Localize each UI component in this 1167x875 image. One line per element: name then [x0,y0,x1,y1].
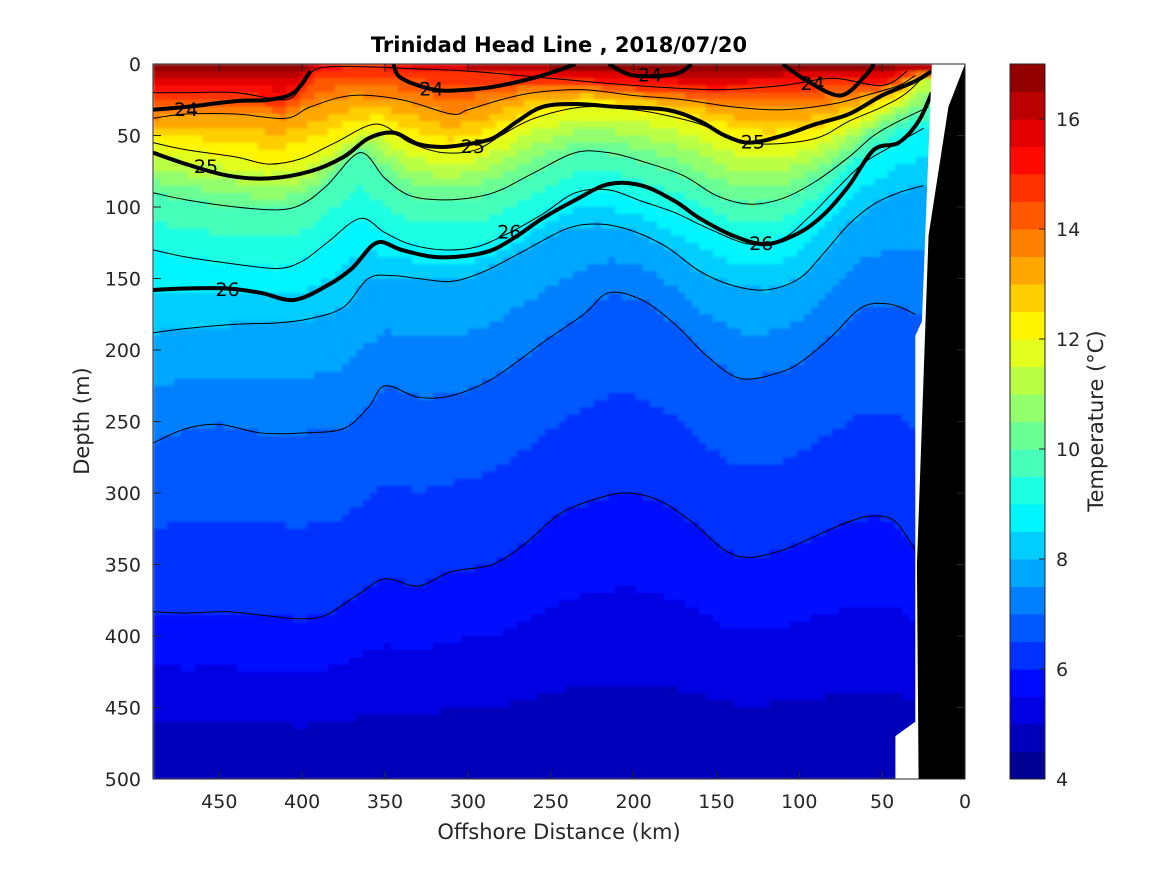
colorbar: 4 6 8 10 12 14 16 [1009,63,1080,791]
x-tick-label: 450 [201,791,237,813]
isotherm-line [153,492,916,620]
x-tick-label: 400 [284,791,320,813]
isotherm-line [153,70,929,165]
y-tick-label: 300 [105,483,141,505]
colorbar-tick-label: 10 [1056,439,1080,461]
colorbar-tick-label: 16 [1056,109,1080,131]
colorbar-band [1010,256,1045,285]
density-contour-line [153,69,933,181]
colorbar-band [1010,64,1045,92]
colorbar-band [1010,421,1045,450]
x-tick-label: 300 [450,791,486,813]
y-tick-label: 350 [105,555,141,577]
colorbar-band [1010,91,1045,120]
contour-label: 24 [638,64,662,86]
y-tick-label: 150 [105,269,141,291]
colorbar-band [1010,119,1045,147]
isotherm-line [153,75,916,120]
contour-label: 26 [749,233,773,255]
bottom-topography [916,64,965,779]
x-axis: 450 400 350 300 250 200 150 100 50 0 [201,64,971,813]
colorbar-band [1010,449,1045,477]
contour-labels: 24 24 24 24 25 25 25 26 26 26 [174,64,825,301]
isotherm-line [153,185,924,334]
colorbar-band [1010,201,1045,230]
colorbar-band [1010,284,1045,312]
colorbar-tick-label: 6 [1056,659,1068,681]
colorbar-band [1010,174,1045,202]
colorbar-band [1010,559,1045,587]
y-tick-label: 0 [129,54,141,76]
colorbar-band [1010,586,1045,615]
x-axis-label: Offshore Distance (km) [437,820,680,844]
contour-label: 26 [215,279,239,301]
density-contour-line [153,69,313,112]
y-tick-label: 200 [105,340,141,362]
density-contour-line [391,64,577,93]
contour-label: 26 [497,222,521,244]
density-contour-line [607,64,693,79]
contour-label: 25 [461,136,485,158]
isotherm-line [153,127,924,270]
colorbar-label: Temperature (°C) [1084,330,1108,512]
x-tick-label: 150 [698,791,734,813]
y-tick-label: 450 [105,698,141,720]
colorbar-tick-label: 14 [1056,219,1080,241]
chart-title: Trinidad Head Line , 2018/07/20 [371,33,747,57]
x-tick-label: 50 [870,791,894,813]
contour-label: 25 [741,132,765,154]
colorbar-tick-label: 8 [1056,549,1068,571]
colorbar-tick-label: 12 [1056,329,1080,351]
colorbar-band [1010,531,1045,560]
y-tick-label: 50 [117,126,141,148]
contour-label: 24 [174,99,198,121]
x-tick-label: 250 [533,791,569,813]
y-tick-label: 100 [105,197,141,219]
colorbar-band [1010,476,1045,505]
colorbar-frame [1009,63,1046,780]
colorbar-band [1010,394,1045,422]
colorbar-tick-label: 4 [1056,769,1068,791]
x-tick-label: 350 [367,791,403,813]
y-axis-label: Depth (m) [70,367,94,474]
isotherm-line [153,291,916,444]
colorbar-band [1010,641,1045,670]
colorbar-band [1010,669,1045,697]
colorbar-band [1010,696,1045,725]
contour-label: 24 [800,73,824,95]
contour-label: 25 [194,156,218,178]
y-tick-label: 500 [105,769,141,791]
density-contour-lines [153,64,934,303]
y-tick-label: 250 [105,412,141,434]
contour-label: 24 [419,79,443,101]
colorbar-band [1010,751,1045,780]
plot-area: 24 24 24 24 25 25 25 26 26 26 [153,64,965,779]
x-tick-label: 0 [959,791,971,813]
x-tick-label: 200 [615,791,651,813]
colorbar-band [1010,229,1045,257]
y-tick-label: 400 [105,626,141,648]
isotherm-line [153,106,929,211]
colorbar-band [1010,366,1045,395]
colorbar-band [1010,146,1045,175]
isotherm-lines [153,65,929,620]
density-contour-line [781,64,876,98]
colorbar-band [1010,614,1045,642]
temperature-cells [153,64,965,779]
colorbar-band [1010,311,1045,340]
y-axis: 0 50 100 150 200 250 300 350 400 450 500 [105,54,965,791]
no-data-mask [895,64,965,779]
x-tick-label: 100 [781,791,817,813]
colorbar-band [1010,504,1045,532]
density-contour-line [153,91,934,303]
colorbar-band [1010,724,1045,752]
colorbar-band [1010,339,1045,367]
temperature-field [153,64,965,779]
